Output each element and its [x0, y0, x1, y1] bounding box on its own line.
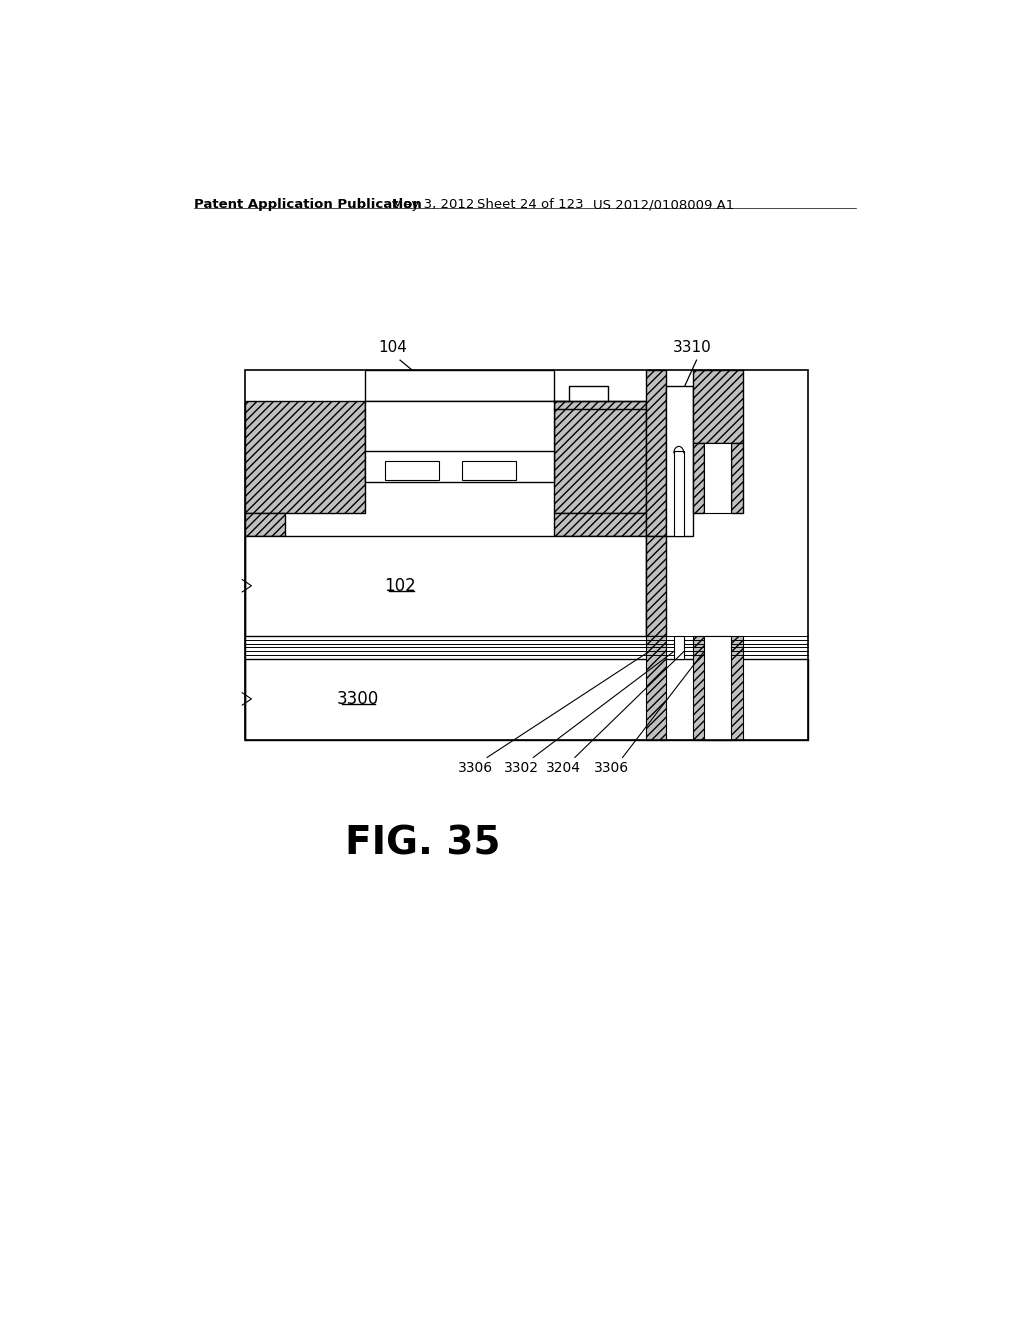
Text: 102: 102 — [384, 577, 416, 595]
Text: 104: 104 — [378, 339, 407, 355]
Text: 3306: 3306 — [458, 762, 494, 775]
Bar — [462, 461, 515, 480]
Bar — [692, 370, 742, 444]
Text: US 2012/0108009 A1: US 2012/0108009 A1 — [593, 198, 734, 211]
Bar — [245, 659, 808, 739]
Bar — [366, 370, 554, 401]
Text: Sheet 24 of 123: Sheet 24 of 123 — [477, 198, 584, 211]
Bar — [245, 401, 366, 512]
Bar — [554, 401, 646, 512]
Text: 3302: 3302 — [504, 762, 540, 775]
Bar — [731, 444, 742, 512]
Bar — [646, 370, 666, 536]
Bar — [692, 636, 742, 739]
Text: May 3, 2012: May 3, 2012 — [392, 198, 475, 211]
Text: 3204: 3204 — [546, 762, 581, 775]
Bar — [646, 636, 666, 739]
Bar — [366, 401, 554, 482]
Bar — [674, 636, 684, 659]
Bar — [646, 536, 666, 636]
Bar — [245, 512, 285, 536]
Text: 3306: 3306 — [594, 762, 629, 775]
Bar — [245, 370, 808, 739]
Text: FIG. 35: FIG. 35 — [345, 825, 501, 863]
Bar — [674, 451, 684, 536]
Bar — [385, 461, 438, 480]
Bar — [245, 536, 646, 636]
Bar — [692, 444, 705, 512]
Bar — [554, 512, 646, 536]
Text: 3300: 3300 — [337, 690, 379, 708]
Bar — [692, 370, 742, 512]
Bar — [705, 444, 731, 512]
Bar — [666, 385, 692, 536]
Text: 3310: 3310 — [674, 339, 712, 355]
Text: Patent Application Publication: Patent Application Publication — [194, 198, 422, 211]
Bar — [705, 636, 731, 739]
